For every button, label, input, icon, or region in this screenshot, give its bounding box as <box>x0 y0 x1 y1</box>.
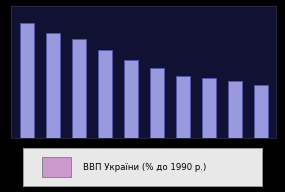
Bar <box>46 33 60 138</box>
Bar <box>176 76 190 138</box>
FancyBboxPatch shape <box>42 157 71 177</box>
Bar <box>124 60 138 138</box>
Bar <box>150 68 164 138</box>
Bar <box>254 85 268 138</box>
Bar <box>98 50 112 138</box>
Bar <box>72 39 86 138</box>
Bar <box>228 81 242 138</box>
Bar <box>202 78 216 138</box>
Text: ВВП України (% до 1990 р.): ВВП України (% до 1990 р.) <box>83 163 206 171</box>
Bar <box>20 23 34 138</box>
